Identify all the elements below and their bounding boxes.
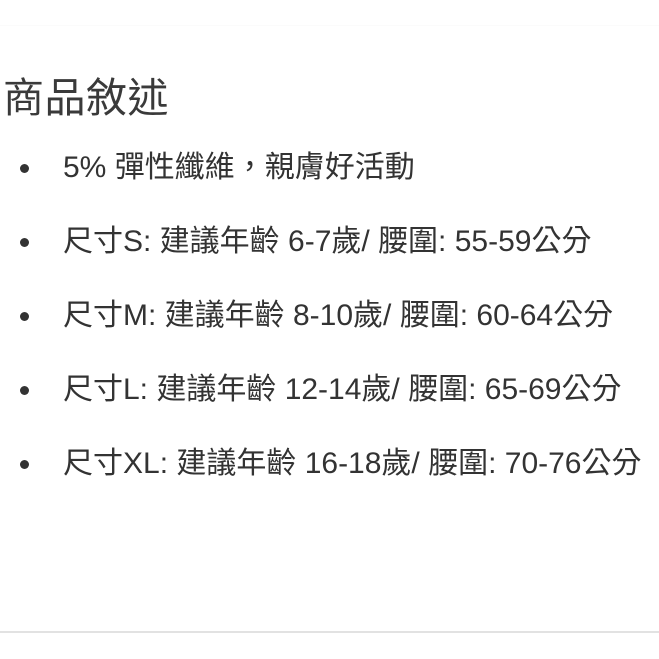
list-item: 尺寸S: 建議年齡 6-7歲/ 腰圍: 55-59公分 xyxy=(0,214,659,269)
list-item-text: 5% 彈性纖維，親膚好活動 xyxy=(63,151,415,184)
bullet-icon xyxy=(20,460,29,469)
page-title: 商品敘述 xyxy=(3,75,169,122)
list-item: 尺寸M: 建議年齡 8-10歲/ 腰圍: 60-64公分 xyxy=(0,288,659,343)
bullet-icon xyxy=(20,386,29,395)
bullet-icon xyxy=(20,312,29,321)
bullet-icon xyxy=(20,238,29,247)
list-item: 尺寸XL: 建議年齡 16-18歲/ 腰圍: 70-76公分 xyxy=(0,436,659,491)
list-item-text: 尺寸L: 建議年齡 12-14歲/ 腰圍: 65-69公分 xyxy=(63,373,622,406)
list-item-text: 尺寸M: 建議年齡 8-10歲/ 腰圍: 60-64公分 xyxy=(63,299,614,332)
list-item: 5% 彈性纖維，親膚好活動 xyxy=(0,140,659,195)
bullet-icon xyxy=(20,164,29,173)
list-item: 尺寸L: 建議年齡 12-14歲/ 腰圍: 65-69公分 xyxy=(0,362,659,417)
bottom-divider xyxy=(0,631,659,633)
product-description-list: 5% 彈性纖維，親膚好活動 尺寸S: 建議年齡 6-7歲/ 腰圍: 55-59公… xyxy=(0,140,659,491)
list-item-text: 尺寸XL: 建議年齡 16-18歲/ 腰圍: 70-76公分 xyxy=(63,447,642,480)
top-hairline-divider xyxy=(0,25,659,26)
list-item-text: 尺寸S: 建議年齡 6-7歲/ 腰圍: 55-59公分 xyxy=(63,225,592,258)
